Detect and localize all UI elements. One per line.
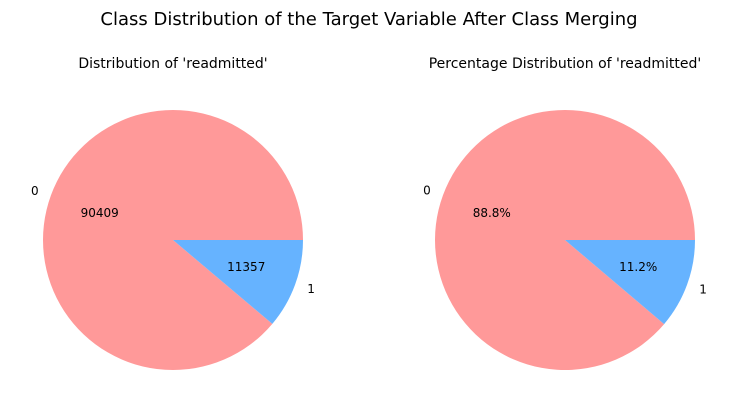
pie-category-label-percentages-0: 0 [423, 184, 431, 198]
pie-value-label-counts-1: 11357 [227, 260, 265, 274]
pie-category-label-counts-0: 0 [31, 184, 39, 198]
pie-value-label-counts-0: 90409 [81, 206, 119, 220]
pie-slice-percentages-1 [565, 240, 695, 325]
pie-category-label-counts-1: 1 [307, 282, 315, 296]
pie-slice-percentages-0 [434, 110, 695, 371]
figure-title: Class Distribution of the Target Variabl… [100, 9, 637, 30]
pie-value-label-percentages-1: 11.2% [619, 260, 657, 274]
pie-chart-percentages: Percentage Distribution of 'readmitted' … [423, 56, 707, 371]
pie-title-percentages: Percentage Distribution of 'readmitted' [429, 56, 702, 72]
pie-category-label-percentages-1: 1 [699, 282, 707, 296]
pie-chart-counts: Distribution of 'readmitted' 90409 0 11357… [31, 56, 315, 371]
pie-value-label-percentages-0: 88.8% [473, 206, 511, 220]
pie-title-counts: Distribution of 'readmitted' [78, 56, 267, 72]
pie-slice-counts-1 [173, 240, 303, 324]
